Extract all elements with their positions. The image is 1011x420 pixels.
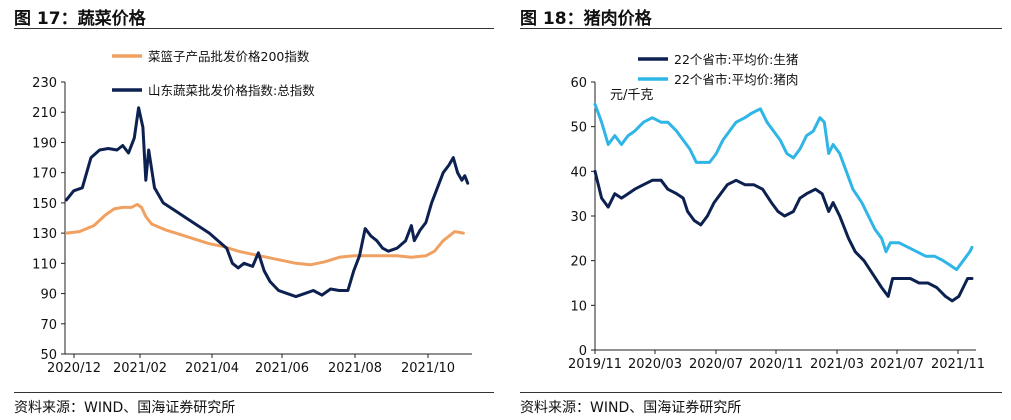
left-source-rule	[14, 392, 494, 393]
chart2-x-tick-label: 2021/11	[931, 357, 985, 372]
chart1-y-tick-label: 70	[40, 318, 57, 333]
chart1-x-tick-label: 2021/04	[185, 361, 239, 376]
chart1-legend-label-2: 山东蔬菜批发价格指数:总指数	[148, 83, 315, 98]
left-chart-title: 图 17：蔬菜价格	[14, 9, 146, 29]
chart1-x-tick-label: 2021/08	[328, 361, 382, 376]
chart1-x-tick-label: 2021/10	[401, 361, 455, 376]
chart2-y-tick-label: 20	[570, 255, 587, 270]
chart2-y-tick-label: 40	[570, 165, 587, 180]
chart2-x-tick-label: 2019/11	[568, 357, 622, 372]
chart1-legend-label-1: 菜篮子产品批发价格200指数	[148, 49, 310, 64]
chart2-series-2-line	[593, 102, 974, 272]
chart2-x-tick-label: 2020/07	[689, 357, 743, 372]
chart1-y-tick-label: 170	[32, 167, 57, 182]
chart2-x-tick-label: 2021/07	[870, 357, 924, 372]
chart1-y-tick-label: 110	[32, 257, 57, 272]
chart2-legend-label-1: 22个省市:平均价:生猪	[674, 52, 798, 67]
chart1-x-tick-label: 2021/02	[113, 361, 167, 376]
chart1-y-tick-label: 190	[32, 136, 57, 151]
chart2-y-tick-label: 60	[570, 76, 587, 91]
chart1-series-2-line	[64, 106, 470, 299]
chart1-y-tick-label: 230	[32, 76, 57, 91]
left-title-rule	[14, 28, 494, 29]
chart1-y-tick-label: 210	[32, 106, 57, 121]
chart1-y-tick-label: 50	[40, 348, 57, 363]
left-source-note: 资料来源：WIND、国海证券研究所	[14, 400, 236, 416]
chart2-y-tick-label: 30	[570, 210, 587, 225]
chart2-x-tick-label: 2020/11	[749, 357, 803, 372]
chart1-y-tick-label: 90	[40, 288, 57, 303]
chart1-x-tick-label: 2020/12	[47, 361, 101, 376]
chart2-x-tick-label: 2021/03	[810, 357, 864, 372]
right-source-note: 资料来源：WIND、国海证券研究所	[520, 400, 742, 416]
chart1-x-tick-label: 2021/06	[255, 361, 309, 376]
chart2-legend-label-2: 22个省市:平均价:猪肉	[674, 72, 798, 87]
chart2-y-tick-label: 50	[570, 121, 587, 136]
right-title-rule	[520, 28, 1002, 29]
chart2-y-tick-label: 0	[579, 344, 587, 359]
chart2-y-tick-label: 10	[570, 299, 587, 314]
chart2-series-1-line	[593, 169, 974, 303]
chart2-x-tick-label: 2020/03	[628, 357, 682, 372]
chart2-unit-label: 元/千克	[610, 88, 653, 103]
right-chart-title: 图 18：猪肉价格	[520, 9, 652, 29]
right-source-rule	[520, 392, 1002, 393]
chart1-series-1-line	[64, 202, 465, 267]
chart1-y-tick-label: 130	[32, 227, 57, 242]
chart1-y-tick-label: 150	[32, 197, 57, 212]
